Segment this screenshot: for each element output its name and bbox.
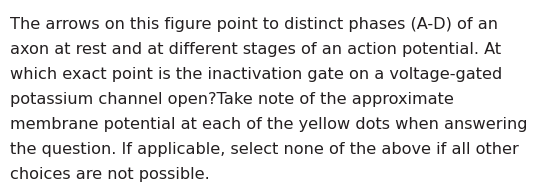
Text: the question. If applicable, select none of the above if all other: the question. If applicable, select none… <box>10 142 519 157</box>
Text: membrane potential at each of the yellow dots when answering: membrane potential at each of the yellow… <box>10 117 527 132</box>
Text: which exact point is the inactivation gate on a voltage-gated: which exact point is the inactivation ga… <box>10 67 502 82</box>
Text: potassium channel open?Take note of the approximate: potassium channel open?Take note of the … <box>10 92 454 107</box>
Text: choices are not possible.: choices are not possible. <box>10 167 210 182</box>
Text: axon at rest and at different stages of an action potential. At: axon at rest and at different stages of … <box>10 42 501 57</box>
Text: The arrows on this figure point to distinct phases (A-D) of an: The arrows on this figure point to disti… <box>10 17 498 32</box>
